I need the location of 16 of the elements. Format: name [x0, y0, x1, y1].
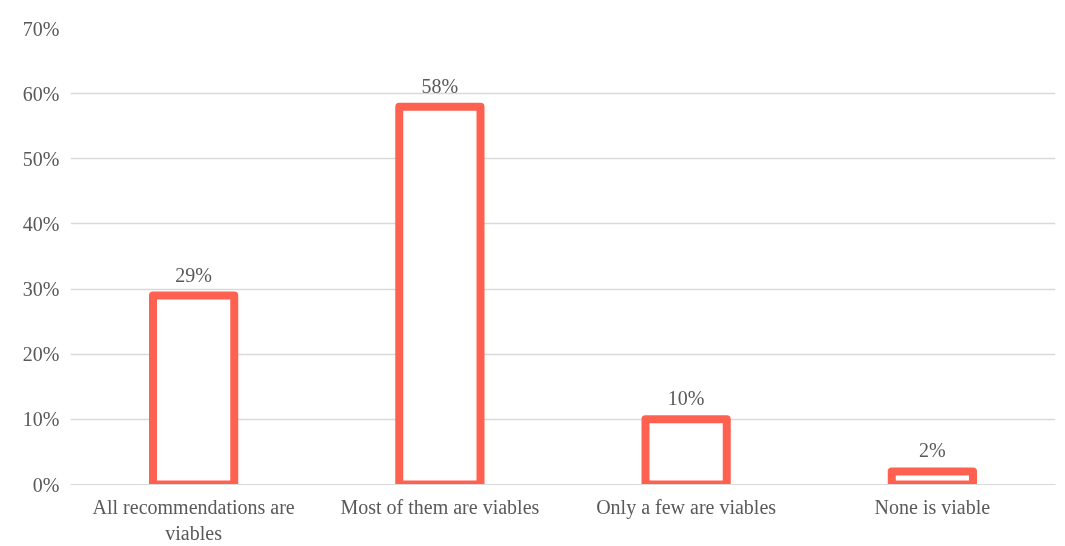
y-tick-label: 20%	[22, 343, 60, 366]
y-tick-label: 50%	[22, 147, 60, 170]
x-tick-label: None is viable	[874, 495, 991, 518]
y-tick-label: 30%	[22, 278, 60, 301]
x-tick-label: Only a few are viables	[596, 495, 777, 519]
y-tick-label: 60%	[22, 82, 60, 105]
y-tick-label: 10%	[22, 408, 60, 431]
data-label: 2%	[919, 439, 946, 462]
data-label: 58%	[421, 74, 459, 97]
y-tick-label: 70%	[22, 17, 60, 40]
y-tick-label: 40%	[22, 212, 60, 235]
data-label: 29%	[175, 263, 212, 286]
x-tick-label: Most of them are viables	[340, 495, 540, 518]
y-tick-label: 0%	[32, 473, 60, 496]
data-label: 10%	[667, 387, 705, 410]
x-tick-label: All recommendations are viables	[92, 495, 295, 544]
